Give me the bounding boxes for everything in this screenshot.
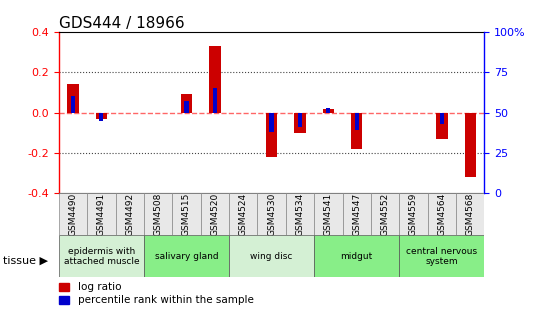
FancyBboxPatch shape [371,193,399,235]
Bar [266,113,277,157]
Text: GSM4491: GSM4491 [97,193,106,236]
Text: GSM4564: GSM4564 [437,193,446,236]
FancyBboxPatch shape [87,193,115,235]
Text: GSM4508: GSM4508 [153,193,162,236]
Bar [71,96,75,113]
FancyBboxPatch shape [399,235,484,277]
FancyBboxPatch shape [286,193,314,235]
FancyBboxPatch shape [144,193,172,235]
Text: GSM4524: GSM4524 [239,193,248,236]
FancyBboxPatch shape [144,235,229,277]
FancyBboxPatch shape [456,193,484,235]
Bar [440,113,444,124]
FancyBboxPatch shape [59,235,144,277]
Bar [298,113,302,127]
Bar [99,113,104,121]
FancyBboxPatch shape [314,235,399,277]
Text: GSM4547: GSM4547 [352,193,361,236]
FancyBboxPatch shape [229,193,258,235]
Bar [436,113,447,139]
Bar [354,113,359,130]
Bar [96,113,107,119]
FancyBboxPatch shape [59,193,87,235]
Text: GSM4492: GSM4492 [125,193,134,236]
Text: GSM4559: GSM4559 [409,193,418,236]
Text: GSM4552: GSM4552 [381,193,390,236]
FancyBboxPatch shape [399,193,428,235]
FancyBboxPatch shape [314,193,343,235]
Bar [213,88,217,113]
Bar [269,113,274,132]
Bar [67,84,78,113]
FancyBboxPatch shape [172,193,200,235]
Text: GDS444 / 18966: GDS444 / 18966 [59,16,184,31]
Text: salivary gland: salivary gland [155,252,218,261]
Bar [295,113,306,133]
Bar [184,101,189,113]
Text: GSM4520: GSM4520 [211,193,220,236]
Bar [181,94,192,113]
Text: GSM4490: GSM4490 [68,193,77,236]
Bar [326,108,330,113]
Bar [209,46,221,113]
FancyBboxPatch shape [229,235,314,277]
Text: GSM4515: GSM4515 [182,193,191,236]
FancyBboxPatch shape [200,193,229,235]
Text: GSM4530: GSM4530 [267,193,276,236]
Bar [323,109,334,113]
Text: tissue ▶: tissue ▶ [3,255,48,265]
FancyBboxPatch shape [343,193,371,235]
Text: GSM4568: GSM4568 [466,193,475,236]
Text: midgut: midgut [340,252,373,261]
Text: GSM4534: GSM4534 [296,193,305,236]
Bar [465,113,476,177]
FancyBboxPatch shape [258,193,286,235]
FancyBboxPatch shape [428,193,456,235]
Text: central nervous
system: central nervous system [406,247,478,266]
Text: epidermis with
attached muscle: epidermis with attached muscle [63,247,139,266]
Bar [351,113,362,149]
Text: GSM4541: GSM4541 [324,193,333,236]
FancyBboxPatch shape [115,193,144,235]
Text: wing disc: wing disc [250,252,293,261]
Legend: log ratio, percentile rank within the sample: log ratio, percentile rank within the sa… [59,282,254,305]
